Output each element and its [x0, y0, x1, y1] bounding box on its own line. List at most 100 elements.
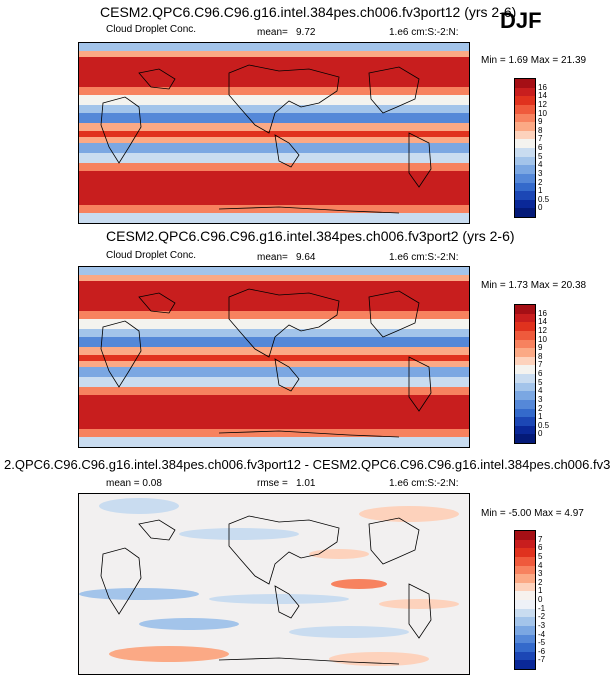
panel-1-stat-label: mean= — [257, 27, 288, 38]
colorbar-tick-label: 4 — [538, 560, 543, 570]
colorbar-segment — [515, 305, 535, 314]
colorbar-segment — [515, 556, 535, 566]
colorbar-tick-label: 5 — [538, 551, 543, 561]
panel-1-map-field — [79, 43, 469, 223]
colorbar-tick-label: 5 — [538, 377, 543, 387]
colorbar-tick-label: -2 — [538, 612, 546, 622]
colorbar-tick-label: 6 — [538, 369, 543, 378]
colorbar-tick-label: 2 — [538, 403, 543, 413]
season-label: DJF — [500, 8, 542, 33]
colorbar-segment — [515, 617, 535, 626]
panel-1-colorbar — [514, 78, 536, 218]
colorbar-tick-label: -7 — [538, 655, 546, 665]
colorbar-segment — [515, 582, 535, 592]
colorbar-segment — [515, 330, 535, 340]
panel-3-title: 2.QPC6.C96.C96.g16.intel.384pes.ch006.fv… — [4, 457, 611, 472]
colorbar-tick-label: 8 — [538, 351, 543, 361]
colorbar-tick-label: 10 — [538, 334, 547, 344]
panel-1-variable-label: Cloud Droplet Conc. — [106, 24, 197, 35]
panel-2-title: CESM2.QPC6.C96.C96.g16.intel.384pes.ch00… — [106, 228, 515, 244]
colorbar-tick-label: 4 — [538, 386, 543, 396]
colorbar-tick-label: 0 — [538, 595, 543, 604]
panel-3-stat-label: rmse = — [257, 478, 288, 489]
colorbar-tick-label: 6 — [538, 143, 543, 152]
colorbar-tick-label: 2 — [538, 177, 543, 187]
colorbar-tick-label: 9 — [538, 117, 543, 127]
colorbar-segment — [515, 104, 535, 114]
panel-2-map — [78, 266, 470, 448]
panel-2-units: 1.e6 cm:S:-2:N: — [389, 252, 459, 263]
colorbar-segment — [515, 600, 535, 609]
colorbar-segment — [515, 322, 535, 331]
colorbar-segment — [515, 208, 535, 217]
colorbar-tick-label: 1 — [538, 412, 543, 422]
colorbar-segment — [515, 191, 535, 200]
colorbar-tick-label: 7 — [538, 360, 543, 370]
colorbar-tick-label: 4 — [538, 160, 543, 170]
colorbar-segment — [515, 348, 535, 357]
panel-2-stat-value: 9.64 — [296, 252, 316, 263]
colorbar-tick-label: 8 — [538, 125, 543, 135]
colorbar-segment — [515, 96, 535, 105]
colorbar-tick-label: 3 — [538, 168, 543, 178]
colorbar-segment — [515, 408, 535, 418]
panel-2-colorbar — [514, 304, 536, 444]
colorbar-segment — [515, 139, 535, 148]
colorbar-tick-label: 0.5 — [538, 194, 550, 204]
colorbar-segment — [515, 165, 535, 174]
colorbar-tick-label: 3 — [538, 569, 543, 579]
colorbar-tick-label: -5 — [538, 638, 546, 648]
colorbar-tick-label: 16 — [538, 82, 547, 92]
panel-1-title: CESM2.QPC6.C96.C96.g16.intel.384pes.ch00… — [100, 4, 517, 20]
colorbar-tick-label: 0.5 — [538, 420, 550, 430]
colorbar-segment — [515, 382, 535, 392]
panel-1-map — [78, 42, 470, 224]
colorbar-tick-label: 2 — [538, 577, 543, 587]
colorbar-tick-label: -4 — [538, 629, 546, 639]
colorbar-tick-label: 1 — [538, 186, 543, 196]
panel-3-colorbar — [514, 530, 536, 670]
colorbar-tick-label: 14 — [538, 317, 547, 327]
colorbar-segment — [515, 79, 535, 88]
colorbar-tick-label: 7 — [538, 134, 543, 144]
colorbar-tick-label: 14 — [538, 91, 547, 101]
colorbar-segment — [515, 625, 535, 635]
panel-3-units: 1.e6 cm:S:-2:N: — [389, 478, 459, 489]
colorbar-segment — [515, 339, 535, 349]
panel-1-stat-value: 9.72 — [296, 27, 316, 38]
colorbar-tick-label: 0 — [538, 203, 543, 213]
colorbar-segment — [515, 113, 535, 123]
colorbar-segment — [515, 434, 535, 443]
colorbar-segment — [515, 199, 535, 209]
colorbar-tick-label: 6 — [538, 543, 543, 553]
colorbar-segment — [515, 608, 535, 618]
colorbar-tick-label: 1 — [538, 586, 543, 596]
colorbar-tick-label: 5 — [538, 151, 543, 161]
colorbar-segment — [515, 156, 535, 166]
colorbar-segment — [515, 660, 535, 669]
panel-1-minmax: Min = 1.69 Max = 21.39 — [481, 55, 587, 66]
colorbar-segment — [515, 148, 535, 157]
colorbar-segment — [515, 356, 535, 366]
colorbar-segment — [515, 531, 535, 540]
panel-3-map — [78, 493, 470, 675]
colorbar-tick-label: 10 — [538, 108, 547, 118]
panel-3-mean-label: mean = 0.08 — [106, 478, 162, 489]
colorbar-segment — [515, 399, 535, 409]
colorbar-segment — [515, 634, 535, 644]
colorbar-tick-label: -6 — [538, 646, 546, 656]
panel-3-map-field — [79, 494, 469, 674]
colorbar-segment — [515, 574, 535, 583]
colorbar-segment — [515, 417, 535, 426]
colorbar-tick-label: 7 — [538, 534, 543, 544]
colorbar-tick-label: 12 — [538, 99, 547, 109]
colorbar-segment — [515, 425, 535, 435]
colorbar-segment — [515, 130, 535, 140]
colorbar-segment — [515, 565, 535, 575]
colorbar-tick-label: 9 — [538, 343, 543, 353]
colorbar-segment — [515, 548, 535, 557]
colorbar-segment — [515, 374, 535, 383]
panel-3-minmax: Min = -5.00 Max = 4.97 — [481, 508, 584, 519]
panel-1-units: 1.e6 cm:S:-2:N: — [389, 27, 459, 38]
colorbar-segment — [515, 391, 535, 400]
